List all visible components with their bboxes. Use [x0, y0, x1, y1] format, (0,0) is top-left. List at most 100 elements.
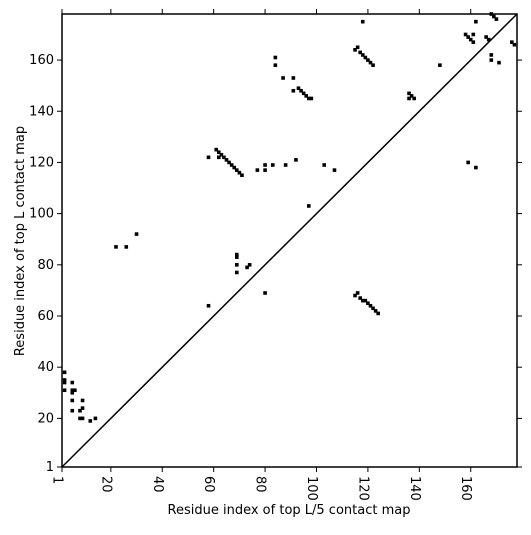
contact-point	[281, 76, 285, 80]
contact-point	[407, 91, 411, 96]
contact-point	[235, 255, 239, 259]
contact-point	[235, 270, 239, 275]
contact-point	[355, 291, 360, 295]
contact-point	[412, 96, 416, 101]
y-tick-label: 80	[37, 258, 54, 273]
contact-point	[484, 35, 488, 39]
contact-point	[294, 158, 298, 162]
contact-point	[366, 301, 370, 306]
contact-point	[332, 168, 337, 172]
contact-point	[306, 96, 311, 101]
contact-point	[62, 370, 67, 375]
contact-point	[360, 19, 365, 24]
contact-point	[270, 163, 275, 167]
x-tick-label: 60	[201, 476, 216, 493]
contact-point	[363, 55, 368, 60]
contact-point	[235, 168, 239, 172]
contact-point	[301, 91, 306, 96]
contact-point	[466, 160, 470, 165]
contact-point	[358, 296, 362, 300]
contact-point	[219, 152, 224, 157]
contact-point	[229, 163, 234, 167]
contact-point	[322, 163, 327, 167]
contact-point	[263, 163, 267, 167]
y-tick-label: 40	[37, 360, 54, 375]
y-tick-label: 140	[29, 104, 54, 119]
contact-point	[366, 58, 370, 62]
contact-point	[371, 63, 375, 67]
contact-point	[299, 88, 303, 93]
contact-point	[62, 378, 67, 382]
contact-point	[512, 42, 517, 47]
contact-point	[263, 291, 267, 295]
contact-point	[304, 94, 309, 98]
contact-point	[124, 245, 129, 249]
contact-point	[73, 388, 77, 393]
contact-point	[206, 155, 211, 160]
x-tick-label: 20	[98, 476, 113, 493]
contact-point	[93, 416, 98, 421]
contact-point	[283, 163, 288, 167]
contact-point	[78, 408, 82, 413]
contact-point	[235, 263, 239, 267]
contact-point	[114, 245, 118, 249]
contact-point	[70, 390, 75, 395]
contact-point	[438, 63, 442, 67]
contact-point	[80, 416, 85, 421]
x-tick-label: 40	[150, 476, 165, 493]
contact-point	[463, 32, 468, 37]
contact-point	[409, 94, 414, 98]
contact-point	[134, 232, 139, 236]
y-tick-label: 20	[37, 411, 54, 426]
contact-point	[78, 416, 82, 421]
contact-point	[273, 63, 278, 67]
contact-point	[217, 155, 221, 160]
contact-point	[376, 311, 380, 316]
contact-point	[70, 408, 75, 413]
contact-point	[62, 380, 67, 385]
contact-point	[494, 17, 499, 21]
contact-point	[222, 155, 226, 160]
contact-point	[471, 40, 476, 44]
contact-point	[88, 419, 93, 423]
contact-point	[489, 53, 494, 57]
contact-point	[373, 309, 378, 313]
contact-point	[466, 35, 470, 39]
y-tick-label: 120	[29, 155, 54, 170]
y-tick-label: 160	[29, 53, 54, 68]
contact-point	[486, 37, 491, 42]
x-tick-label: 140	[407, 476, 422, 501]
contact-point	[489, 58, 494, 62]
contact-point	[355, 45, 360, 50]
contact-point	[309, 96, 314, 101]
contact-point	[214, 147, 219, 152]
contact-point	[497, 60, 501, 65]
contact-point	[291, 76, 296, 80]
contact-point	[471, 32, 476, 37]
contact-point	[353, 293, 357, 298]
contact-point	[360, 53, 365, 57]
x-tick-label: 160	[458, 476, 473, 501]
contact-point	[263, 168, 267, 172]
contact-point	[240, 173, 244, 178]
x-axis-label: Residue index of top L/5 contact map	[168, 503, 411, 518]
y-tick-label: 100	[29, 207, 54, 222]
contact-point	[474, 19, 478, 24]
y-tick-label: 60	[37, 309, 54, 324]
contact-point	[492, 14, 496, 19]
contact-point	[273, 55, 278, 60]
contact-point	[368, 303, 373, 308]
x-tick-label: 120	[355, 476, 370, 501]
contact-point	[468, 37, 473, 42]
contact-point	[70, 380, 75, 385]
contact-point	[237, 170, 242, 175]
contact-point	[235, 252, 239, 257]
contact-point	[232, 165, 237, 170]
contact-point	[510, 40, 514, 44]
contact-point	[224, 158, 229, 162]
contact-point	[245, 265, 249, 270]
contact-point	[360, 298, 365, 303]
contact-point	[227, 160, 231, 165]
y-axis-label: Residue index of top L contact map	[13, 126, 28, 356]
